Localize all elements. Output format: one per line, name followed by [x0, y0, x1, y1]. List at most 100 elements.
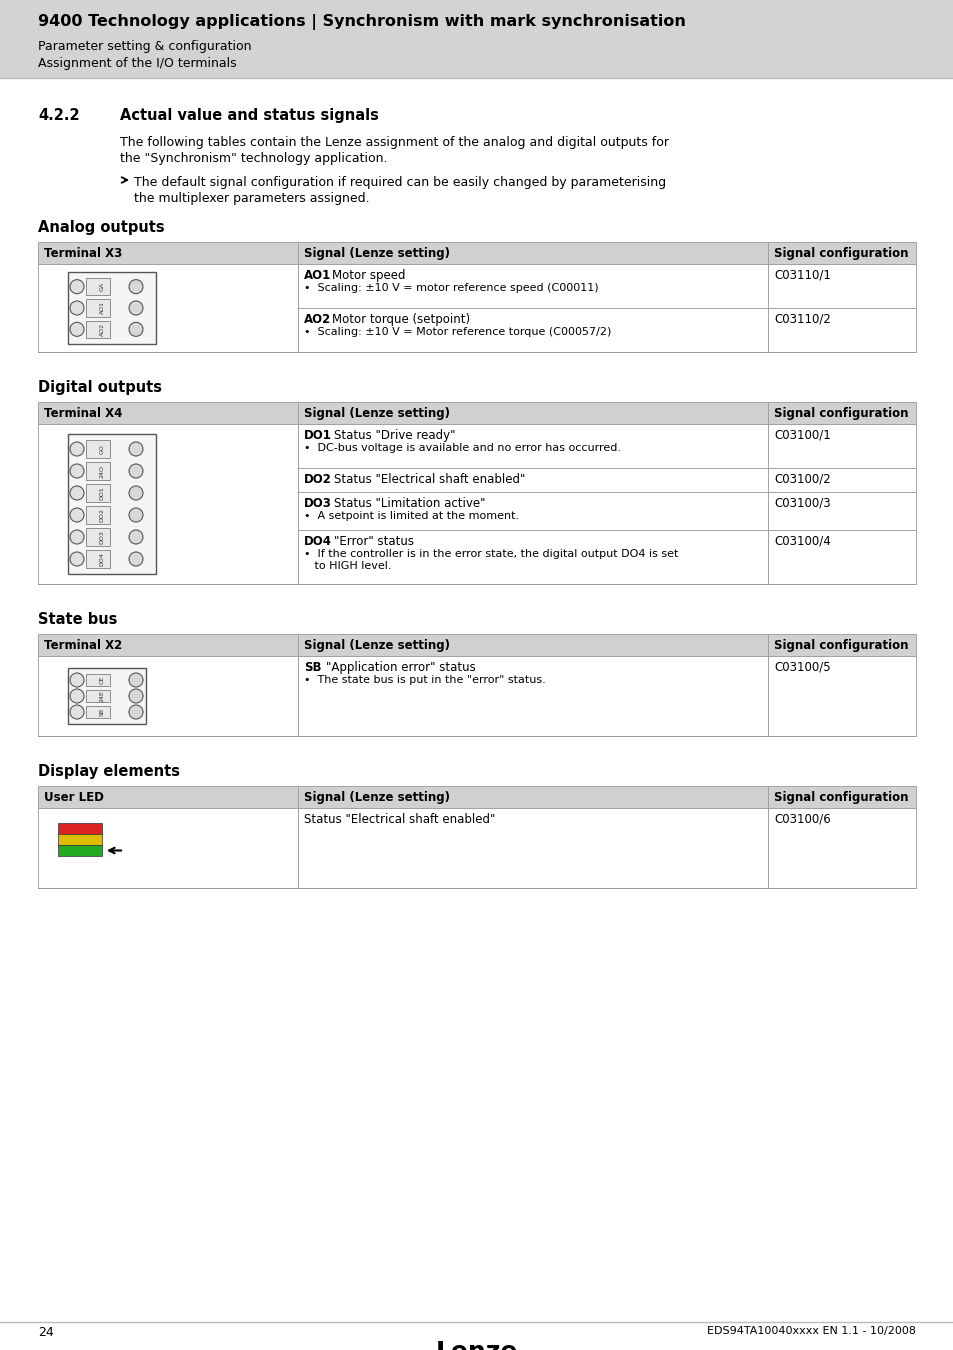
Text: •  Scaling: ±10 V = Motor reference torque (C00057/2): • Scaling: ±10 V = Motor reference torqu…: [304, 327, 611, 338]
Text: AO1: AO1: [99, 301, 105, 315]
Bar: [86, 674, 110, 686]
Bar: [297, 424, 767, 468]
Circle shape: [70, 508, 84, 522]
Circle shape: [70, 464, 84, 478]
Bar: [297, 468, 767, 491]
Circle shape: [70, 486, 84, 500]
Text: "Application error" status: "Application error" status: [326, 662, 476, 674]
Circle shape: [129, 531, 143, 544]
Bar: [58, 824, 102, 834]
Text: C03110/2: C03110/2: [773, 313, 830, 325]
Circle shape: [129, 323, 143, 336]
Bar: [767, 308, 915, 352]
Text: C03100/3: C03100/3: [773, 497, 830, 510]
Bar: [38, 656, 297, 736]
Circle shape: [129, 464, 143, 478]
Bar: [38, 402, 915, 424]
Bar: [767, 531, 915, 585]
Circle shape: [70, 301, 84, 315]
Text: Parameter setting & configuration: Parameter setting & configuration: [38, 40, 252, 53]
Bar: [297, 491, 767, 531]
Text: •  A setpoint is limited at the moment.: • A setpoint is limited at the moment.: [304, 512, 518, 521]
Text: CE: CE: [99, 676, 105, 684]
Text: DO1: DO1: [99, 486, 105, 500]
Text: Status "Limitation active": Status "Limitation active": [334, 497, 485, 510]
Circle shape: [70, 705, 84, 720]
Text: Signal (Lenze setting): Signal (Lenze setting): [304, 791, 450, 805]
Text: DO4: DO4: [304, 535, 332, 548]
Text: C03100/2: C03100/2: [773, 472, 830, 486]
Text: The following tables contain the Lenze assignment of the analog and digital outp: The following tables contain the Lenze a…: [120, 136, 668, 148]
Bar: [0, 0, 953, 78]
Circle shape: [129, 279, 143, 294]
Text: Status "Electrical shaft enabled": Status "Electrical shaft enabled": [334, 472, 525, 486]
Bar: [38, 634, 915, 656]
Text: SB: SB: [99, 707, 105, 716]
Text: C03100/4: C03100/4: [773, 535, 830, 548]
Circle shape: [70, 674, 84, 687]
Bar: [38, 424, 297, 585]
Bar: [68, 668, 146, 724]
Circle shape: [70, 323, 84, 336]
Circle shape: [129, 441, 143, 456]
Text: DO1: DO1: [304, 429, 332, 441]
Text: Terminal X4: Terminal X4: [44, 406, 122, 420]
Text: DO2: DO2: [304, 472, 332, 486]
Text: Signal configuration: Signal configuration: [773, 247, 907, 261]
Circle shape: [129, 301, 143, 315]
Bar: [58, 834, 102, 845]
Text: DO2: DO2: [99, 508, 105, 522]
Text: Status "Drive ready": Status "Drive ready": [334, 429, 455, 441]
Bar: [58, 845, 102, 856]
Bar: [68, 271, 156, 344]
Bar: [767, 809, 915, 888]
Bar: [297, 656, 767, 736]
Circle shape: [129, 552, 143, 566]
Text: Status "Electrical shaft enabled": Status "Electrical shaft enabled": [304, 813, 495, 826]
Circle shape: [129, 486, 143, 500]
Text: C03100/1: C03100/1: [773, 429, 830, 441]
Text: •  The state bus is put in the "error" status.: • The state bus is put in the "error" st…: [304, 675, 545, 684]
Bar: [68, 433, 156, 574]
Bar: [86, 528, 110, 545]
Bar: [86, 506, 110, 524]
Text: Signal (Lenze setting): Signal (Lenze setting): [304, 639, 450, 652]
Text: •  Scaling: ±10 V = motor reference speed (C00011): • Scaling: ±10 V = motor reference speed…: [304, 284, 598, 293]
Text: C03100/6: C03100/6: [773, 813, 830, 826]
Text: GA: GA: [99, 282, 105, 292]
Bar: [86, 706, 110, 718]
Text: Lenze: Lenze: [436, 1341, 517, 1350]
Bar: [86, 485, 110, 502]
Text: C03110/1: C03110/1: [773, 269, 830, 282]
Text: Motor torque (setpoint): Motor torque (setpoint): [332, 313, 470, 325]
Circle shape: [70, 531, 84, 544]
Text: to HIGH level.: to HIGH level.: [304, 562, 391, 571]
Text: Terminal X2: Terminal X2: [44, 639, 122, 652]
Bar: [767, 491, 915, 531]
Text: Signal configuration: Signal configuration: [773, 406, 907, 420]
Text: 4.2.2: 4.2.2: [38, 108, 79, 123]
Text: •  If the controller is in the error state, the digital output DO4 is set: • If the controller is in the error stat…: [304, 549, 678, 559]
Text: Motor speed: Motor speed: [332, 269, 405, 282]
Text: Assignment of the I/O terminals: Assignment of the I/O terminals: [38, 57, 236, 70]
Text: Terminal X3: Terminal X3: [44, 247, 122, 261]
Bar: [767, 265, 915, 308]
Text: Signal (Lenze setting): Signal (Lenze setting): [304, 406, 450, 420]
Text: AO1: AO1: [304, 269, 331, 282]
Bar: [297, 809, 767, 888]
Text: Actual value and status signals: Actual value and status signals: [120, 108, 378, 123]
Text: Signal (Lenze setting): Signal (Lenze setting): [304, 247, 450, 261]
Text: SB: SB: [304, 662, 321, 674]
Text: 24O: 24O: [99, 464, 105, 478]
Bar: [297, 308, 767, 352]
Text: Display elements: Display elements: [38, 764, 180, 779]
Bar: [297, 265, 767, 308]
Circle shape: [70, 688, 84, 703]
Bar: [86, 300, 110, 317]
Bar: [86, 321, 110, 338]
Bar: [86, 278, 110, 296]
Bar: [767, 424, 915, 468]
Text: Signal configuration: Signal configuration: [773, 791, 907, 805]
Bar: [767, 468, 915, 491]
Bar: [38, 786, 915, 809]
